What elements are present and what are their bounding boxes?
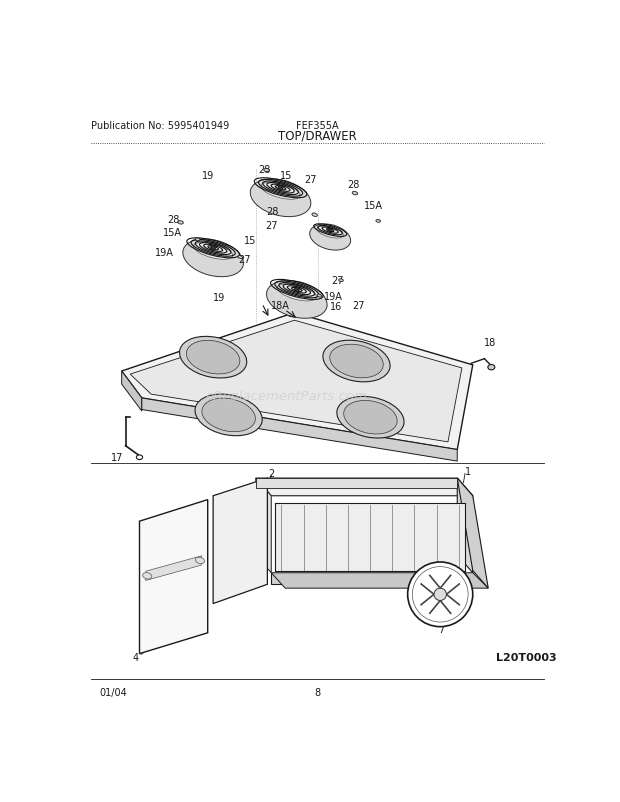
Text: 15A: 15A xyxy=(162,228,182,238)
Ellipse shape xyxy=(339,279,343,282)
Text: 01/04: 01/04 xyxy=(99,687,127,697)
Ellipse shape xyxy=(488,365,495,371)
Polygon shape xyxy=(458,479,472,573)
Text: 19: 19 xyxy=(213,293,226,302)
Text: 28: 28 xyxy=(258,165,270,175)
Text: 18A: 18A xyxy=(272,301,290,310)
Polygon shape xyxy=(272,573,489,589)
Ellipse shape xyxy=(195,557,205,564)
Ellipse shape xyxy=(330,345,383,379)
Ellipse shape xyxy=(264,169,269,172)
Text: 15: 15 xyxy=(244,236,257,246)
Polygon shape xyxy=(255,479,272,573)
Polygon shape xyxy=(275,504,465,572)
Text: 18: 18 xyxy=(484,338,496,347)
Text: FEF355A: FEF355A xyxy=(296,120,339,131)
Ellipse shape xyxy=(317,294,322,298)
Text: 4: 4 xyxy=(133,653,139,662)
Ellipse shape xyxy=(323,341,390,383)
Text: 28: 28 xyxy=(266,207,278,217)
Text: 16: 16 xyxy=(330,302,342,312)
Ellipse shape xyxy=(183,240,244,277)
Text: 27: 27 xyxy=(265,221,278,230)
Text: 27: 27 xyxy=(238,255,250,265)
Polygon shape xyxy=(272,573,472,585)
Text: 7: 7 xyxy=(438,624,444,634)
Ellipse shape xyxy=(277,285,316,302)
Polygon shape xyxy=(130,321,462,443)
Text: eReplacementParts.com: eReplacementParts.com xyxy=(206,390,368,403)
Ellipse shape xyxy=(343,401,397,435)
Ellipse shape xyxy=(202,399,255,432)
Circle shape xyxy=(211,246,216,251)
Text: TOP/DRAWER: TOP/DRAWER xyxy=(278,130,357,143)
Ellipse shape xyxy=(327,227,333,230)
Ellipse shape xyxy=(143,573,152,579)
Polygon shape xyxy=(255,479,458,488)
Text: 2: 2 xyxy=(268,468,275,478)
Text: 19A: 19A xyxy=(324,291,343,302)
Polygon shape xyxy=(458,479,489,589)
Ellipse shape xyxy=(312,213,317,217)
Circle shape xyxy=(294,288,299,293)
Ellipse shape xyxy=(277,184,285,188)
Polygon shape xyxy=(122,371,142,411)
Ellipse shape xyxy=(195,239,200,241)
Text: 1: 1 xyxy=(465,467,471,476)
Ellipse shape xyxy=(238,257,242,259)
Polygon shape xyxy=(140,500,208,654)
Text: 27: 27 xyxy=(332,276,344,286)
Circle shape xyxy=(329,229,332,233)
Text: 19A: 19A xyxy=(155,247,174,257)
Text: 28: 28 xyxy=(167,214,180,225)
Text: 27: 27 xyxy=(353,301,365,310)
Text: 27: 27 xyxy=(304,174,317,184)
Polygon shape xyxy=(255,479,472,496)
Ellipse shape xyxy=(309,225,351,251)
Circle shape xyxy=(434,589,446,601)
Circle shape xyxy=(408,562,472,627)
Ellipse shape xyxy=(187,341,240,375)
Ellipse shape xyxy=(267,282,327,319)
Text: 17: 17 xyxy=(111,452,123,463)
Ellipse shape xyxy=(136,456,143,460)
Ellipse shape xyxy=(261,183,300,200)
Ellipse shape xyxy=(317,227,343,239)
Ellipse shape xyxy=(337,397,404,439)
Text: 19: 19 xyxy=(202,171,214,180)
Text: L20T0003: L20T0003 xyxy=(496,653,557,662)
Text: 15: 15 xyxy=(280,171,292,181)
Ellipse shape xyxy=(250,180,311,217)
Polygon shape xyxy=(146,556,202,581)
Polygon shape xyxy=(142,399,458,461)
Ellipse shape xyxy=(210,243,217,248)
Polygon shape xyxy=(213,479,267,604)
Polygon shape xyxy=(122,313,472,450)
Ellipse shape xyxy=(193,243,232,260)
Ellipse shape xyxy=(293,285,301,290)
Circle shape xyxy=(278,186,283,191)
Text: 28: 28 xyxy=(347,180,360,190)
Ellipse shape xyxy=(376,221,381,223)
Text: 15A: 15A xyxy=(365,200,383,210)
Ellipse shape xyxy=(352,192,358,196)
Text: Publication No: 5995401949: Publication No: 5995401949 xyxy=(92,120,229,131)
Ellipse shape xyxy=(178,221,184,225)
Ellipse shape xyxy=(195,395,262,436)
Text: 8: 8 xyxy=(315,687,321,697)
Ellipse shape xyxy=(180,337,247,379)
